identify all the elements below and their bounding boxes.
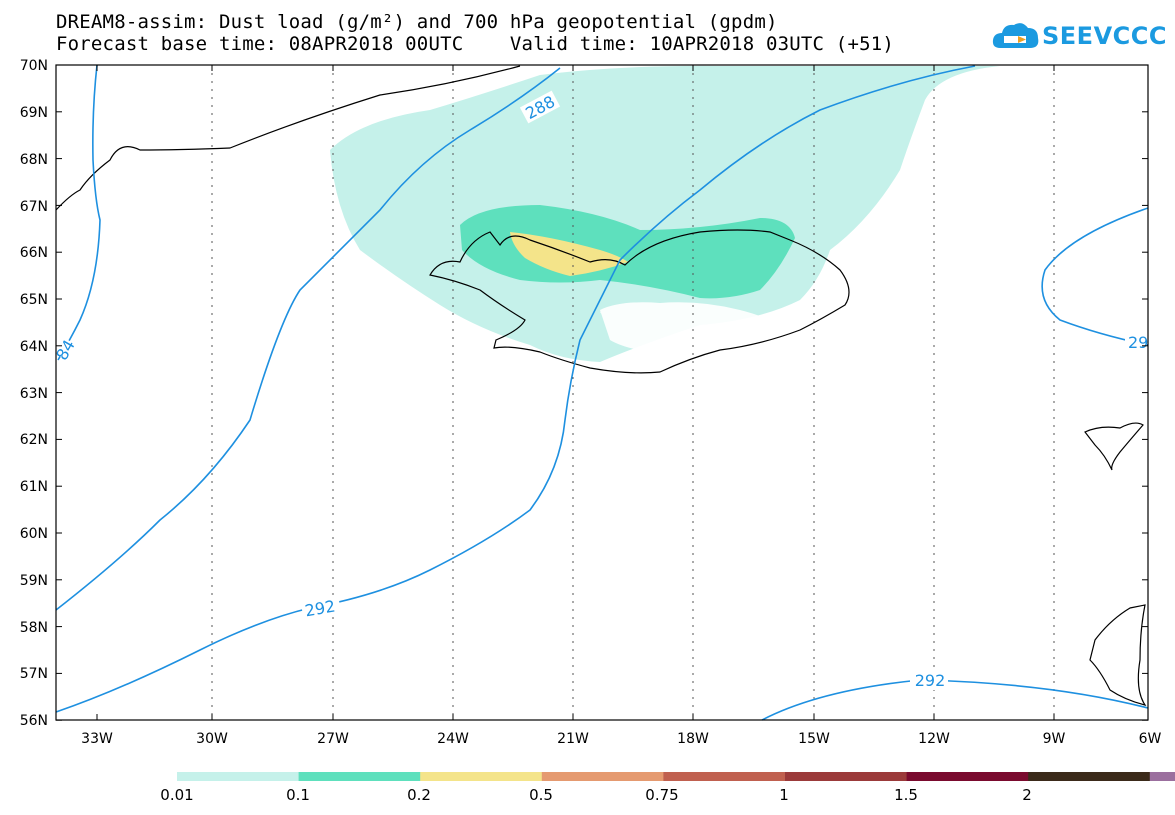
lat-label: 60N (20, 526, 48, 542)
colorbar-segment (541, 772, 664, 781)
lat-label: 56N (20, 713, 48, 729)
dust-shading (330, 65, 1000, 362)
lat-label: 62N (20, 432, 48, 448)
lon-label: 27W (317, 731, 349, 747)
lon-label: 15W (798, 731, 830, 747)
lat-label: 69N (20, 105, 48, 121)
lon-label: 21W (557, 731, 589, 747)
colorbar-segment (906, 772, 1029, 781)
lat-label: 58N (20, 620, 48, 636)
seevccc-cloud-icon (992, 23, 1039, 48)
colorbar-label: 0.5 (529, 786, 553, 804)
contour-label-right: 29 (1128, 333, 1148, 352)
lat-label: 57N (20, 666, 48, 682)
colorbar-segment (785, 772, 908, 781)
lon-label: 12W (918, 731, 950, 747)
lat-label: 59N (20, 573, 48, 589)
lat-label: 70N (20, 58, 48, 74)
colorbar-segment (1149, 772, 1175, 781)
lon-label: 9W (1043, 731, 1066, 747)
lat-label: 65N (20, 292, 48, 308)
coastlines (55, 65, 1147, 706)
lat-label: 67N (20, 199, 48, 215)
colorbar-segment (420, 772, 543, 781)
lon-label: 6W (1139, 731, 1162, 747)
colorbar-segment (298, 772, 421, 781)
lon-label: 30W (196, 731, 228, 747)
colorbar-label: 0.1 (286, 786, 310, 804)
lat-label: 68N (20, 152, 48, 168)
title-line-1: DREAM8-assim: Dust load (g/m²) and 700 h… (56, 11, 778, 33)
colorbar-label: 2 (1022, 786, 1032, 804)
lat-label: 61N (20, 479, 48, 495)
geopotential-contours (55, 64, 1149, 721)
colorbar-label: 1 (779, 786, 789, 804)
colorbar-segment (1028, 772, 1151, 781)
lat-label: 66N (20, 245, 48, 261)
lat-label: 64N (20, 339, 48, 355)
logo-text: SEEVCCC (1042, 22, 1167, 50)
colorbar (177, 772, 1175, 781)
colorbar-segment (663, 772, 786, 781)
lon-label: 33W (81, 731, 113, 747)
lon-label: 24W (437, 731, 469, 747)
contour-label-292-b: 292 (915, 671, 946, 690)
lon-label: 18W (677, 731, 709, 747)
colorbar-label: 0.2 (407, 786, 431, 804)
colorbar-label: 0.75 (645, 786, 679, 804)
contour-label-292-a: 292 (303, 596, 336, 620)
colorbar-label: 0.01 (160, 786, 194, 804)
colorbar-segment (177, 772, 300, 781)
lat-label: 63N (20, 386, 48, 402)
title-line-2: Forecast base time: 08APR2018 00UTC Vali… (56, 33, 895, 55)
colorbar-label: 1.5 (894, 786, 918, 804)
